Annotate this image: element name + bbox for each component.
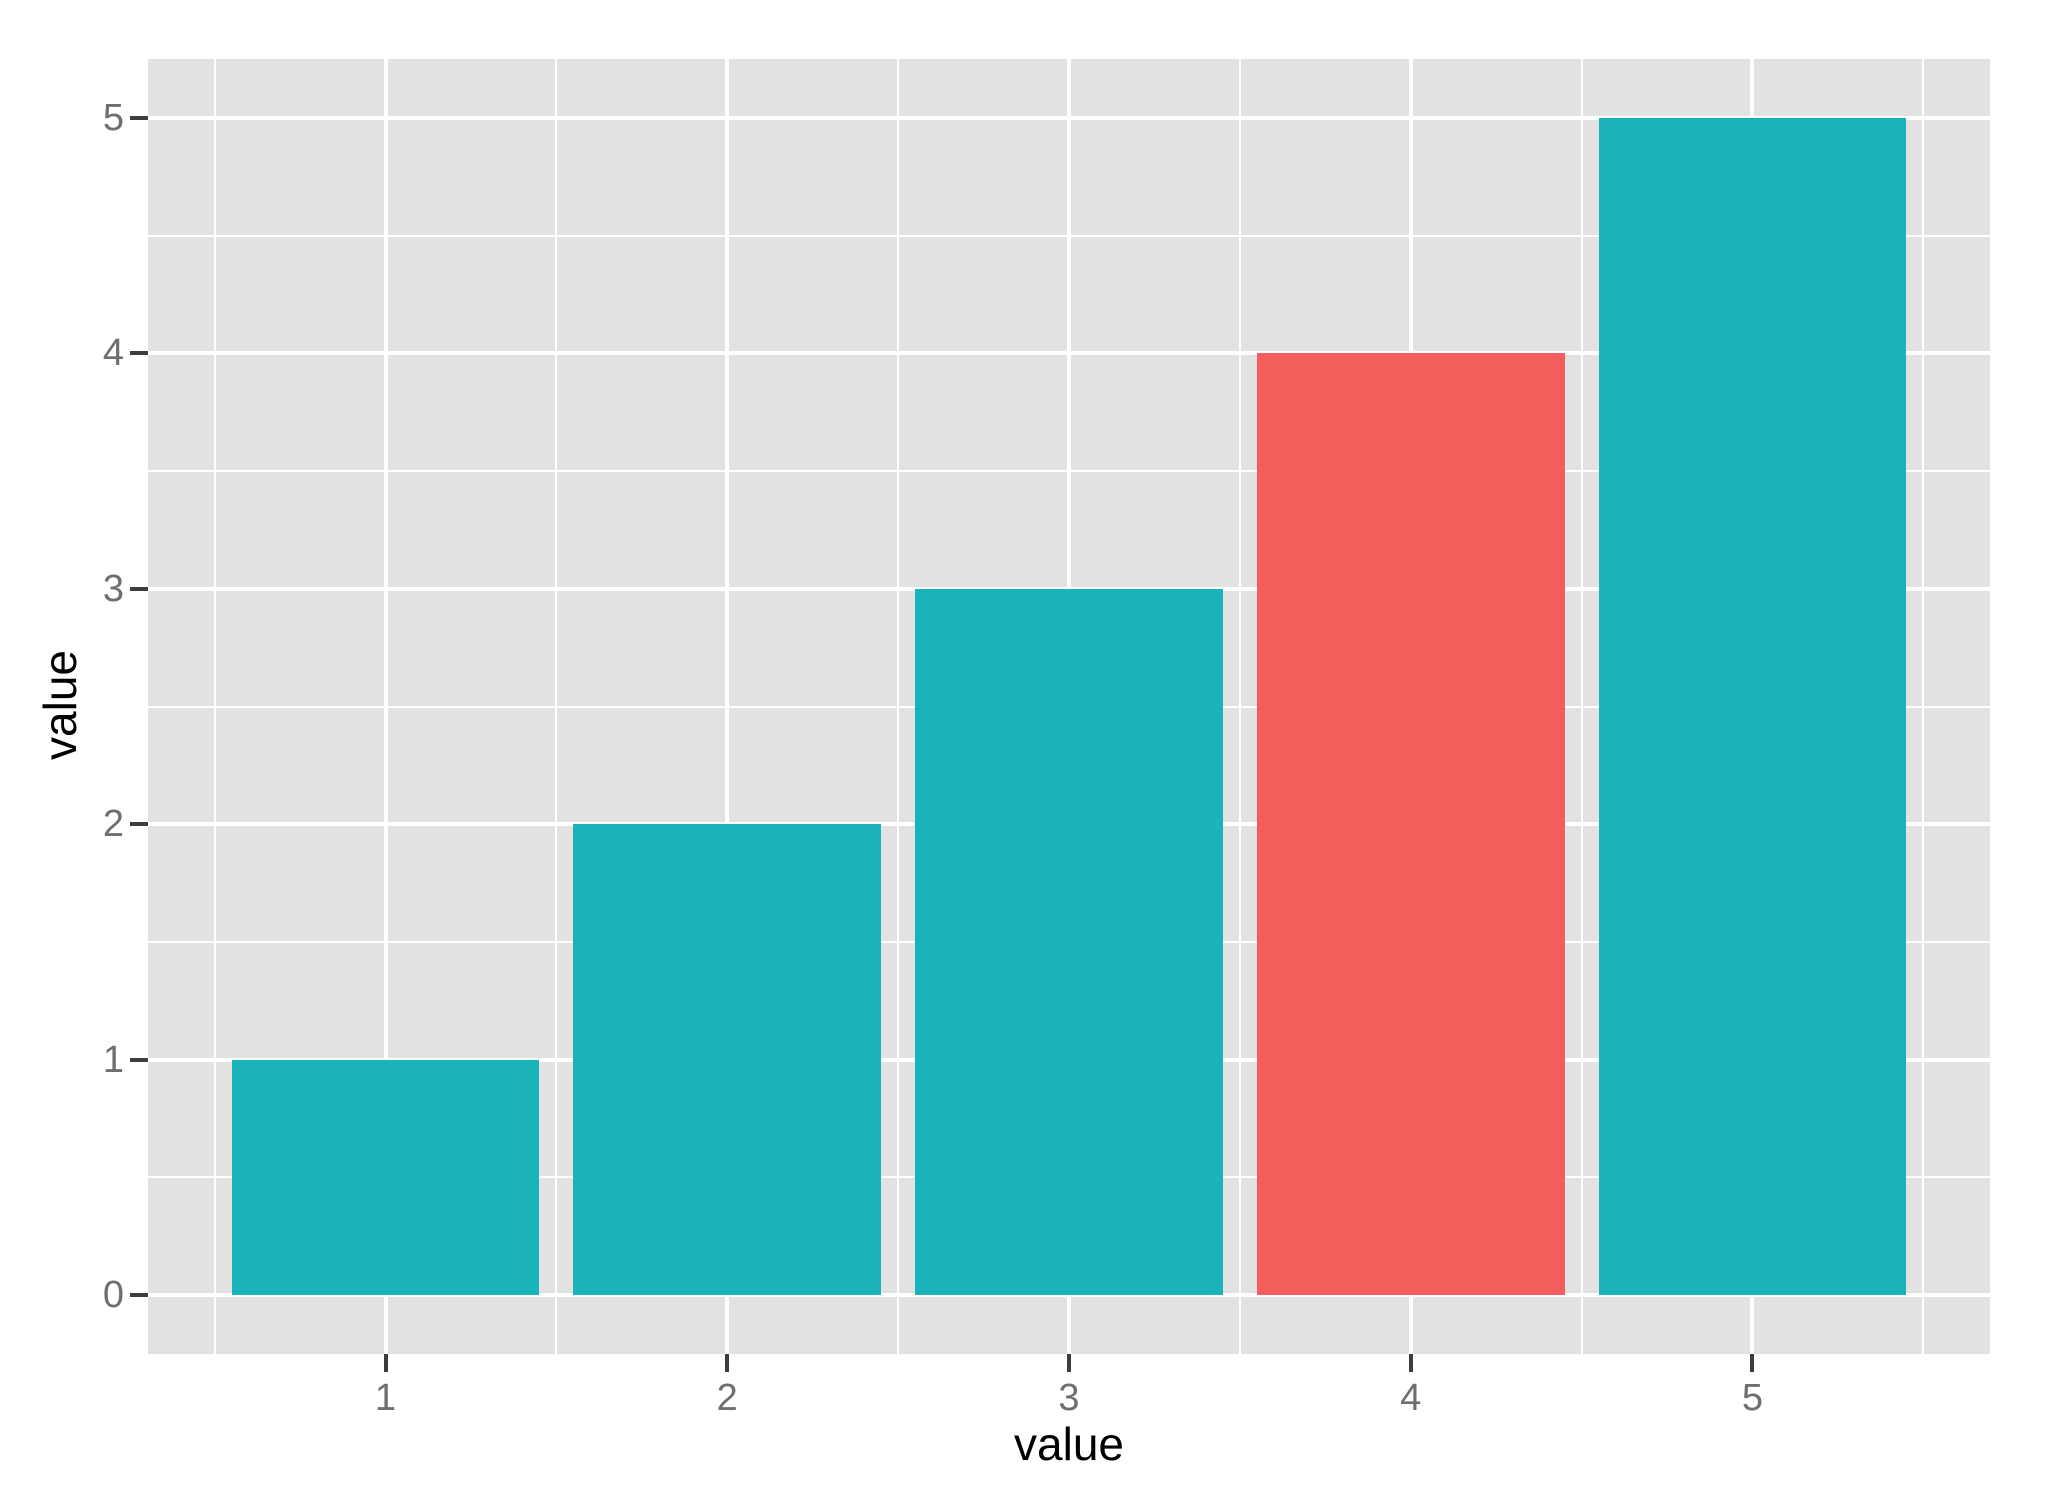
x-tick-mark	[383, 1354, 388, 1372]
x-tick-mark	[1067, 1354, 1071, 1372]
x-major-gridline	[725, 59, 730, 1354]
x-minor-gridline	[1922, 59, 1925, 1354]
y-tick-mark	[130, 1293, 148, 1298]
x-tick-mark	[1750, 1354, 1755, 1372]
x-tick-label: 2	[716, 1377, 738, 1419]
x-minor-gridline	[897, 59, 900, 1354]
x-tick-mark	[1408, 1354, 1413, 1372]
x-minor-gridline	[555, 59, 558, 1354]
y-tick-mark	[130, 1057, 148, 1062]
y-tick-label: 0	[102, 1274, 124, 1317]
bar-x4	[1256, 353, 1565, 1296]
x-minor-gridline	[213, 59, 216, 1354]
x-tick-mark	[725, 1354, 730, 1372]
y-tick-mark	[130, 586, 148, 591]
y-tick-mark	[130, 115, 148, 120]
y-tick-label: 1	[102, 1038, 124, 1081]
y-axis-title: value	[34, 650, 86, 760]
bar-x5	[1598, 117, 1907, 1296]
y-tick-label: 3	[102, 567, 124, 610]
plot-panel	[148, 59, 1990, 1354]
x-minor-gridline	[1580, 59, 1583, 1354]
bar-x1	[231, 1059, 540, 1296]
bar-x2	[573, 824, 882, 1296]
y-tick-label: 4	[102, 332, 124, 375]
x-tick-label: 5	[1741, 1377, 1764, 1419]
y-tick-mark	[130, 822, 148, 827]
x-major-gridline	[383, 59, 388, 1354]
x-axis-title: value	[1014, 1418, 1124, 1470]
x-tick-label: 4	[1400, 1377, 1422, 1419]
x-tick-label: 3	[1058, 1377, 1080, 1419]
x-minor-gridline	[1238, 59, 1241, 1354]
x-tick-label: 1	[374, 1377, 397, 1419]
y-tick-label: 2	[102, 803, 124, 846]
bar-x3	[915, 588, 1223, 1296]
y-tick-mark	[130, 351, 148, 356]
y-tick-label: 5	[102, 96, 124, 139]
